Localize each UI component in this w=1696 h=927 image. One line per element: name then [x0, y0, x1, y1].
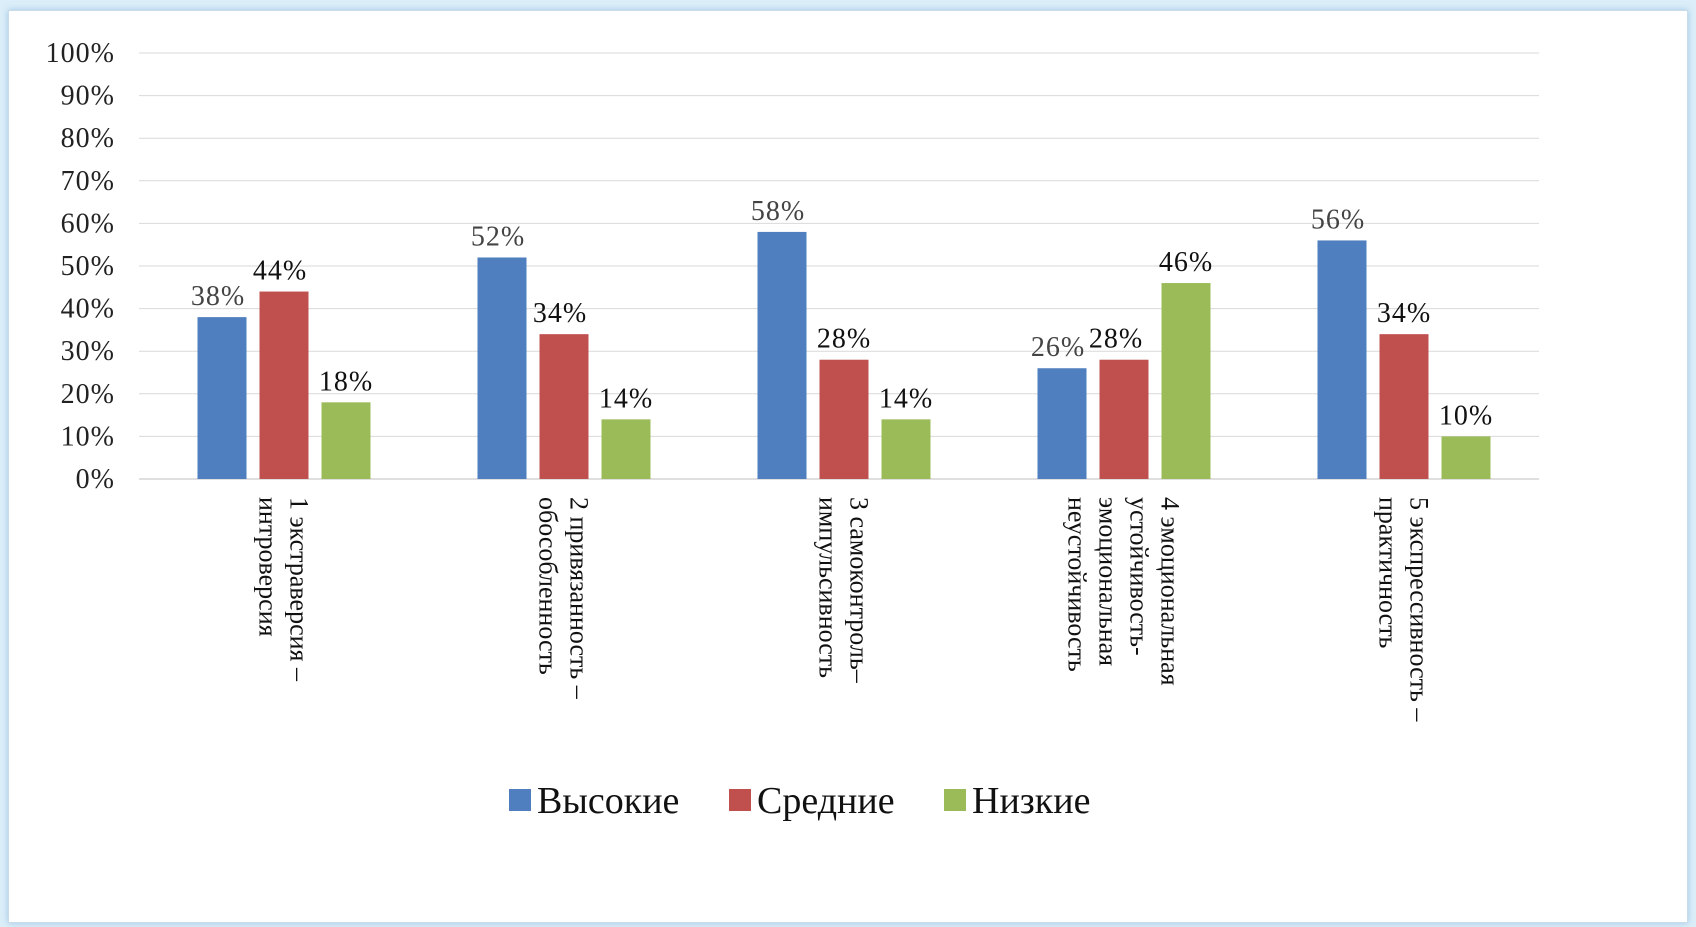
category-label: 4 эмоциональная	[1156, 497, 1185, 686]
bar	[259, 291, 309, 479]
category-label: импульсивность	[814, 497, 843, 678]
category-label: неустойчивость	[1063, 497, 1092, 672]
y-tick-label: 100%	[46, 38, 115, 69]
y-tick-label: 10%	[61, 421, 115, 452]
legend-label: Высокие	[537, 780, 679, 822]
legend-swatch	[509, 789, 531, 811]
category-label: интроверсия	[254, 497, 283, 637]
data-label: 28%	[817, 324, 871, 355]
y-tick-label: 20%	[61, 379, 115, 410]
data-label: 14%	[599, 383, 653, 414]
y-tick-label: 60%	[61, 208, 115, 239]
bar	[1317, 240, 1367, 479]
chart-frame: 0% 10% 20% 30% 40% 50% 60% 70% 80% 90% 100% 38% 44% 1…	[8, 10, 1688, 923]
y-tick-label: 0%	[76, 464, 115, 495]
bar	[757, 231, 807, 479]
data-label: 28%	[1089, 324, 1143, 355]
data-label: 34%	[533, 298, 587, 329]
data-label: 38%	[191, 281, 245, 312]
legend-label: Средние	[757, 780, 895, 822]
bar	[1099, 359, 1149, 479]
category-label: 3 самоконтроль–	[845, 497, 874, 684]
bar	[197, 317, 247, 479]
category-label: эмоциональная	[1094, 497, 1123, 666]
bar	[477, 257, 527, 479]
bar	[321, 402, 371, 479]
legend-swatch	[729, 789, 751, 811]
y-tick-label: 30%	[61, 336, 115, 367]
category-label: 2 привязанность –	[565, 497, 594, 700]
bar-chart: 0% 10% 20% 30% 40% 50% 60% 70% 80% 90% 100% 38% 44% 1…	[46, 38, 1539, 822]
y-tick-label: 80%	[61, 123, 115, 154]
bar	[1161, 283, 1211, 479]
category-label: 1 экстраверсия –	[285, 497, 314, 682]
category-label: 5 экспрессивность –	[1405, 497, 1434, 722]
data-label: 46%	[1159, 247, 1213, 278]
data-label: 58%	[751, 196, 805, 227]
bar	[819, 359, 869, 479]
data-label: 56%	[1311, 204, 1365, 235]
bar	[539, 334, 589, 479]
data-label: 34%	[1377, 298, 1431, 329]
category-label: практичность	[1374, 497, 1403, 649]
y-tick-label: 40%	[61, 294, 115, 325]
data-label: 18%	[319, 366, 373, 397]
y-tick-label: 70%	[61, 166, 115, 197]
legend-swatch	[944, 789, 966, 811]
bar	[601, 419, 651, 479]
data-label: 52%	[471, 221, 525, 252]
category-label: устойчивость-	[1125, 497, 1154, 656]
bar	[1379, 334, 1429, 479]
data-label: 10%	[1439, 400, 1493, 431]
data-label: 14%	[879, 383, 933, 414]
y-tick-label: 50%	[61, 251, 115, 282]
legend-label: Низкие	[972, 780, 1090, 822]
category-label: обособленность	[534, 497, 563, 675]
bar	[881, 419, 931, 479]
data-label: 26%	[1031, 332, 1085, 363]
y-tick-label: 90%	[61, 81, 115, 112]
data-label: 44%	[253, 256, 307, 287]
bar	[1441, 436, 1491, 479]
bar	[1037, 368, 1087, 479]
